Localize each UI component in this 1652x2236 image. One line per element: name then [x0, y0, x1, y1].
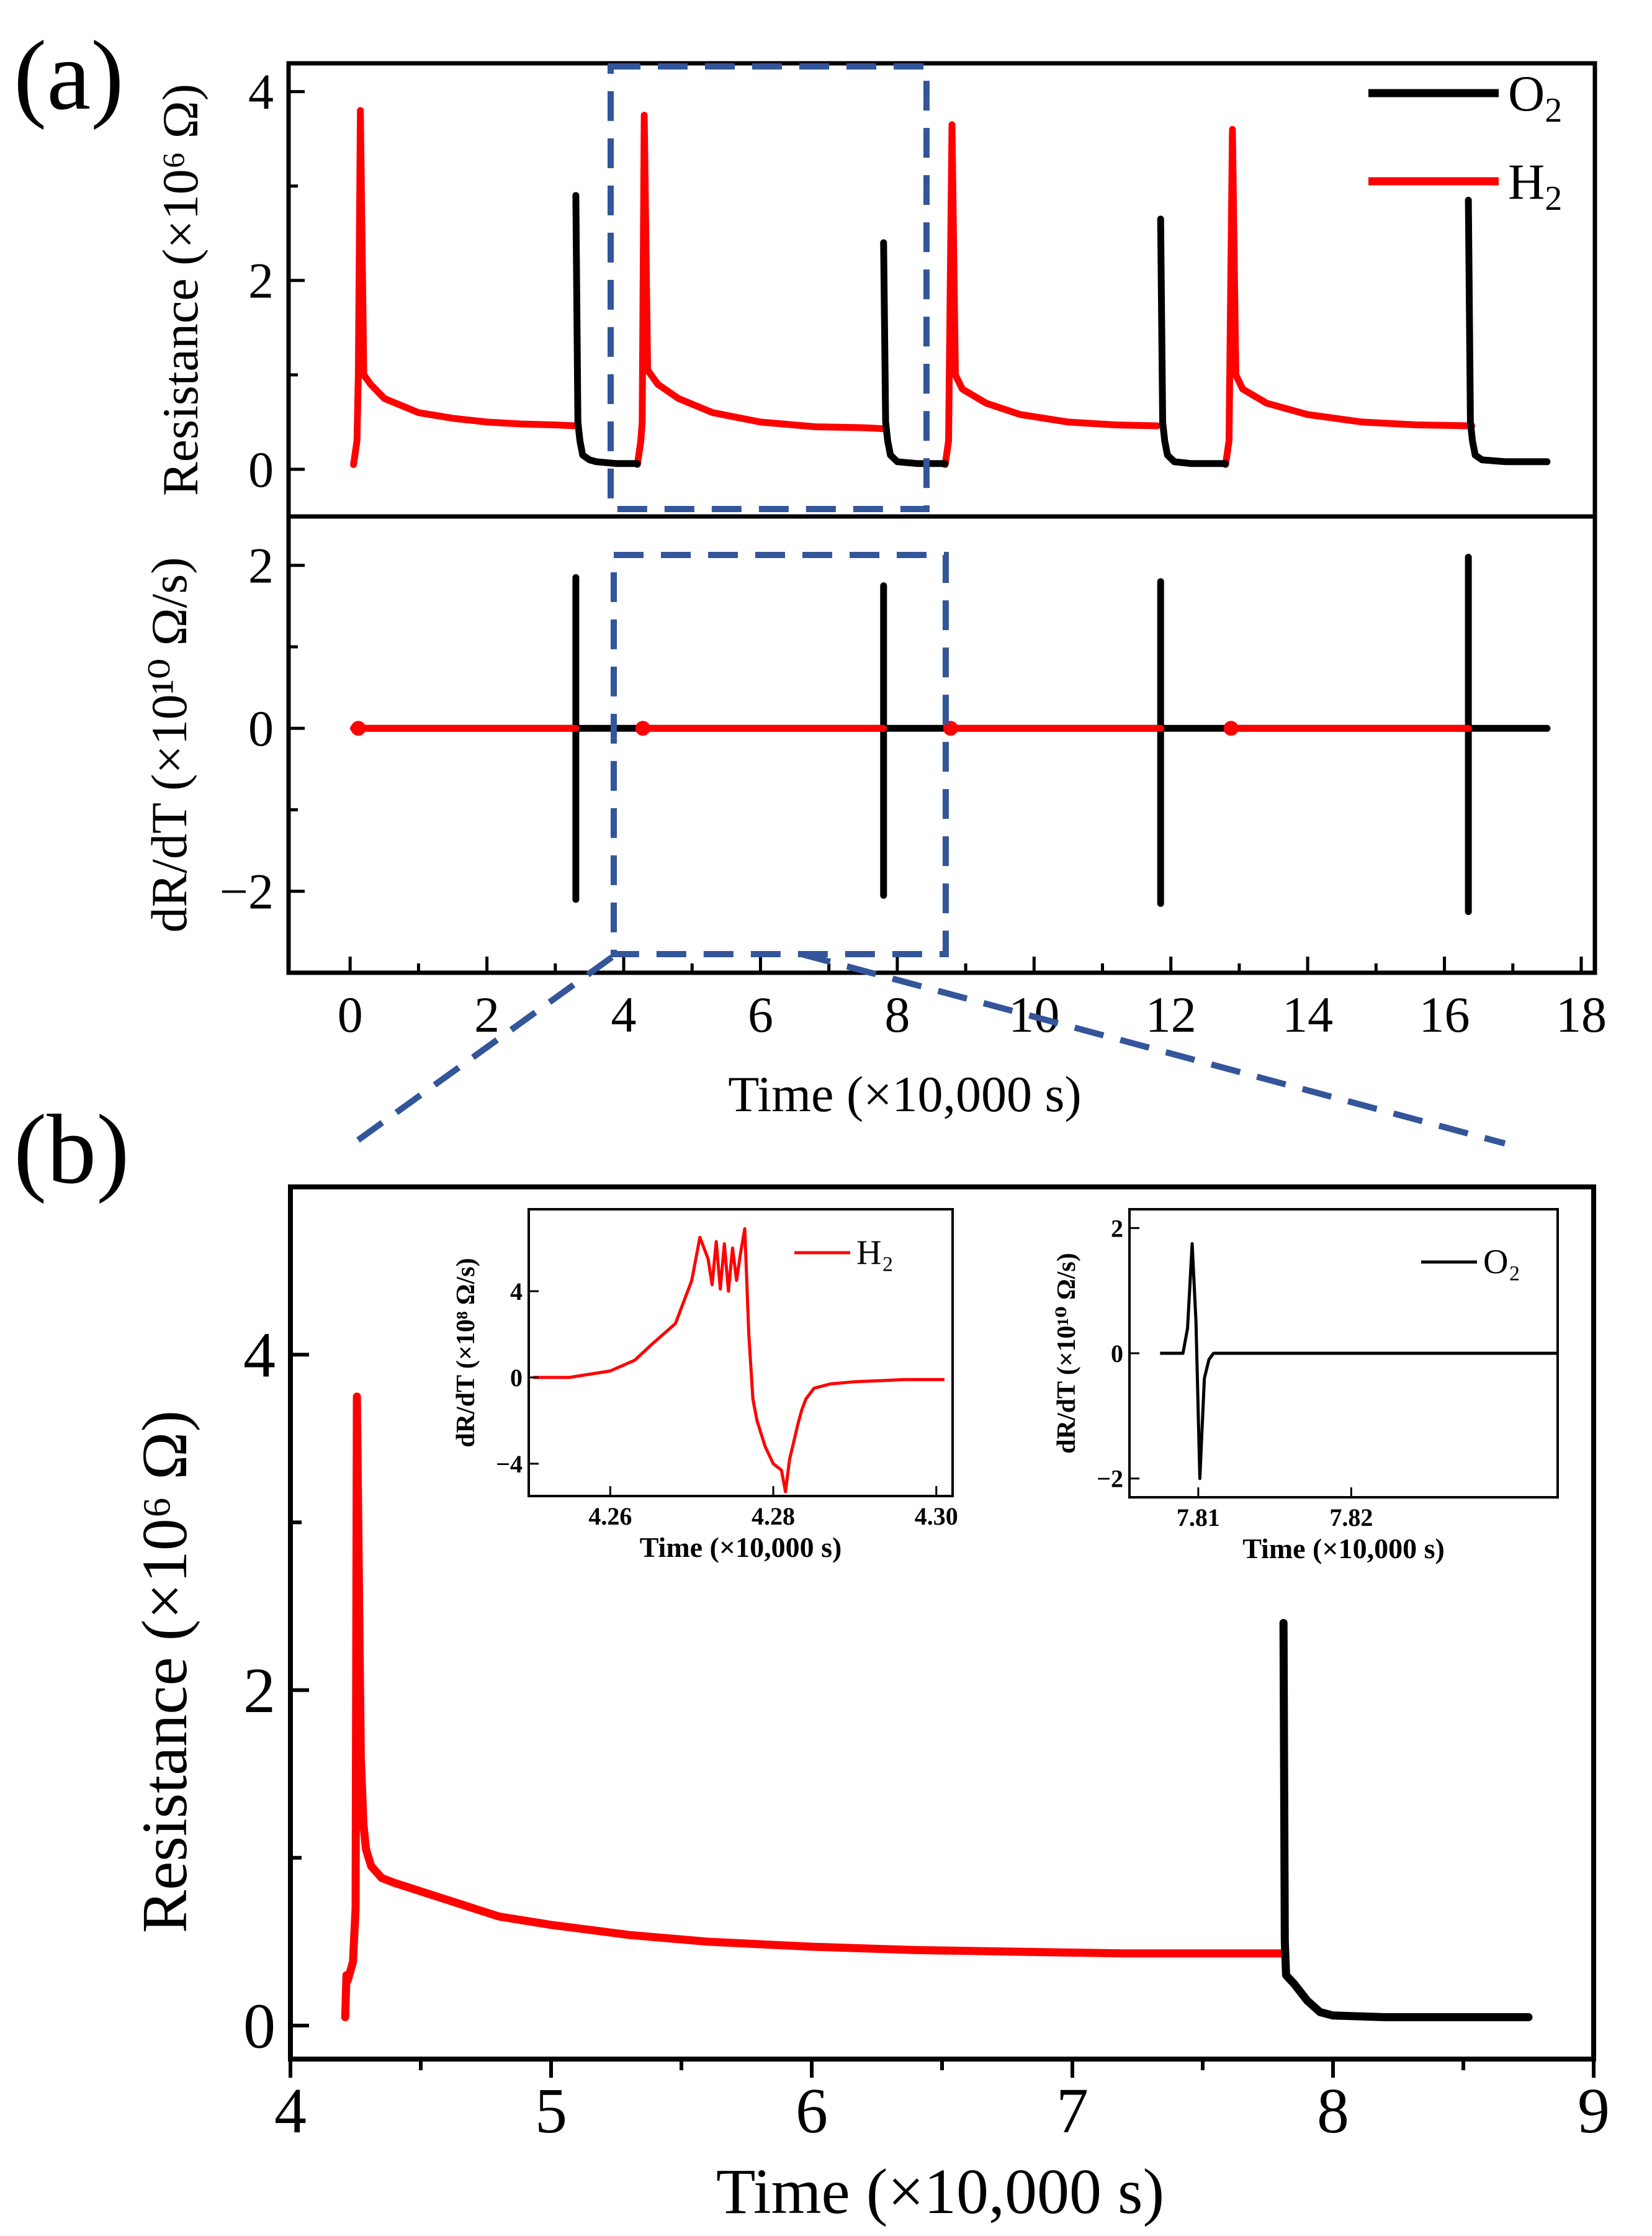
derivative-marker-h2-1	[635, 721, 650, 736]
derivative-marker-h2-3	[1223, 721, 1239, 736]
x-tick-label: 5	[535, 2075, 567, 2147]
x-tick-label: 4	[611, 986, 637, 1043]
derivative-marker-h2-0	[351, 721, 366, 736]
x-tick-label: 8	[1317, 2075, 1349, 2147]
inset-2-line	[1160, 1242, 1558, 1481]
panel-a-derivative-ylabel: dR/dT (×10¹⁰ Ω/s)	[141, 557, 197, 932]
panel-a-derivative-series	[350, 554, 1551, 916]
y-tick-label: 2	[243, 1655, 276, 1726]
derivative-y-tick-label: 0	[248, 700, 274, 757]
inset-1-legend-label: H₂	[856, 1233, 894, 1272]
panel-b-resistance-series	[341, 1392, 1533, 2021]
legend-o2-label: O2	[1508, 65, 1562, 130]
resistance-line-o2	[1279, 1619, 1533, 2021]
x-tick-label: 6	[748, 986, 773, 1043]
inset-o2: 7.81 7.82 −2 0 2 Time (×10,000 s) dR/dT (×10¹⁰…	[1053, 1208, 1559, 1564]
zoom-connector-left	[355, 954, 614, 1144]
inset-2-x-tick-label: 7.81	[1177, 1503, 1220, 1531]
x-tick-label: 2	[474, 986, 500, 1043]
panel-b-axes: 4 5 6 7 8 9 0 2 4	[243, 1185, 1610, 2147]
inset-2-x-tick-label: 7.82	[1329, 1503, 1373, 1531]
inset-1-frame	[527, 1208, 954, 1497]
resistance-segment-o2-2	[1157, 215, 1229, 467]
inset-1-y-tick-label: −4	[496, 1450, 523, 1478]
resistance-segment-h2-1	[634, 112, 887, 468]
resistance-segment-h2-2	[941, 121, 1161, 468]
panel-b-frame	[288, 1184, 1596, 2062]
resistance-y-tick-label: 2	[248, 253, 274, 309]
inset-1-y-tick-label: 0	[510, 1364, 523, 1392]
panel-a-resistance-series	[350, 107, 1551, 468]
inset-1-ylabel: dR/dT (×10⁸ Ω/s)	[452, 1258, 480, 1447]
inset-h2: 4.26 4.28 4.30 −4 0 4 Time (×10,000 s) dR/dT (×…	[452, 1208, 958, 1563]
inset-1-x-tick-label: 4.28	[752, 1502, 795, 1530]
panel-b-xlabel: Time (×10,000 s)	[716, 2156, 1164, 2227]
zoom-indicator	[355, 63, 1506, 1147]
inset-1-x-tick-label: 4.30	[915, 1502, 958, 1530]
derivative-y-tick-label: −2	[220, 863, 274, 920]
inset-1-line	[532, 1227, 945, 1494]
resistance-y-tick-label: 0	[248, 441, 274, 498]
inset-1-x-tick-label: 4.26	[588, 1502, 632, 1530]
resistance-segment-o2-0	[572, 192, 641, 467]
derivative-y-tick-label: 2	[248, 538, 274, 594]
x-tick-label: 18	[1556, 986, 1607, 1043]
x-tick-label: 4	[274, 2075, 307, 2147]
inset-1-y-tick-label: 4	[510, 1278, 523, 1305]
zoom-connector-right	[801, 951, 1506, 1147]
zoom-box-resistance	[608, 63, 930, 512]
legend-h2-label: H2	[1508, 153, 1562, 218]
resistance-segment-h2-0	[350, 107, 580, 468]
panel-b-label: (b)	[14, 1094, 130, 1204]
resistance-line-h2	[341, 1392, 1285, 2021]
x-tick-label: 8	[884, 986, 910, 1043]
resistance-y-tick-label: 4	[248, 64, 274, 120]
x-tick-label: 7	[1056, 2075, 1089, 2147]
derivative-marker-h2-2	[943, 721, 958, 736]
resistance-segment-h2-3	[1222, 126, 1476, 468]
panel-a-legend: O2 H2	[1368, 65, 1562, 218]
zoom-box-derivative	[611, 552, 949, 957]
x-tick-label: 16	[1419, 986, 1470, 1043]
inset-2-ylabel: dR/dT (×10¹⁰ Ω/s)	[1053, 1253, 1081, 1454]
panel-a-label: (a)	[14, 20, 124, 130]
y-tick-label: 0	[243, 1990, 276, 2062]
x-tick-label: 6	[796, 2075, 828, 2147]
inset-2-legend-label: O₂	[1483, 1243, 1520, 1281]
inset-2-y-tick-label: 0	[1111, 1340, 1123, 1368]
x-tick-label: 9	[1578, 2075, 1610, 2147]
panel-a-resistance-ylabel: Resistance (×10⁶ Ω)	[152, 84, 209, 496]
panel-b-ylabel: Resistance (×10⁶ Ω)	[129, 1410, 200, 1933]
x-tick-label: 0	[338, 986, 363, 1043]
x-tick-label: 12	[1146, 986, 1196, 1043]
x-tick-label: 14	[1282, 986, 1333, 1043]
panel-a-resistance-frame	[286, 61, 1597, 519]
panel-a-xlabel: Time (×10,000 s)	[728, 1066, 1081, 1122]
resistance-segment-o2-1	[880, 239, 949, 467]
resistance-segment-o2-3	[1465, 197, 1551, 466]
y-tick-label: 4	[243, 1320, 276, 1391]
inset-2-y-tick-label: −2	[1097, 1465, 1123, 1493]
panel-a-derivative-frame	[286, 514, 1597, 975]
inset-2-xlabel: Time (×10,000 s)	[1242, 1533, 1445, 1564]
inset-1-xlabel: Time (×10,000 s)	[640, 1531, 842, 1563]
inset-2-y-tick-label: 2	[1111, 1214, 1123, 1242]
